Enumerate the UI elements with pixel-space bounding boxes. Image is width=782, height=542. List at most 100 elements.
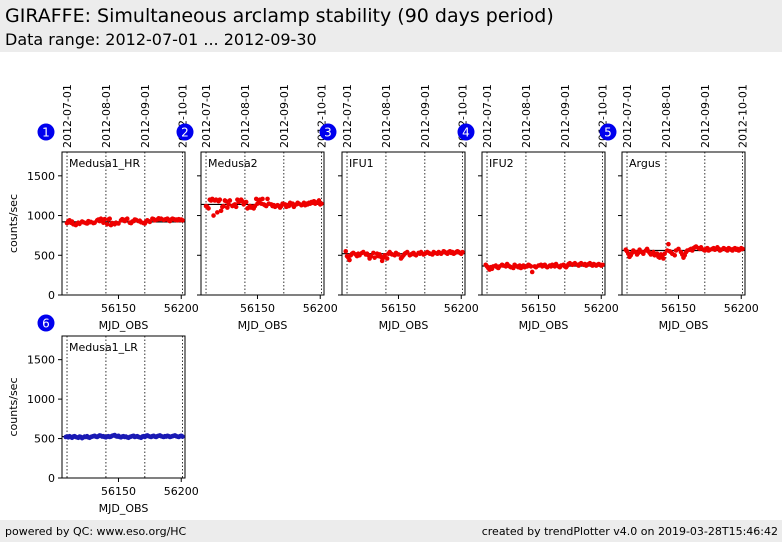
date-tick-label: 2012-09-01 xyxy=(278,84,291,148)
panel-badge-number: 4 xyxy=(462,126,470,140)
date-tick-label: 2012-07-01 xyxy=(341,84,354,148)
x-tick-label: 56200 xyxy=(303,302,338,315)
data-point xyxy=(662,251,667,256)
data-point xyxy=(233,204,239,210)
data-point xyxy=(600,262,605,268)
data-point xyxy=(101,220,106,226)
data-point xyxy=(384,256,390,261)
date-tick-label: 2012-09-01 xyxy=(139,84,152,148)
date-tick-label: 2012-08-01 xyxy=(520,84,533,148)
y-tick-label: 0 xyxy=(48,289,55,302)
data-point xyxy=(211,213,216,218)
data-point xyxy=(528,264,534,269)
data-point xyxy=(147,219,153,225)
data-point xyxy=(319,201,324,206)
chart-panel-6: 0 500 1000 1500 56150 56200 MJD_OBS counts/sec M… xyxy=(7,314,199,515)
data-point xyxy=(672,252,678,258)
page-subtitle: Data range: 2012-07-01 ... 2012-09-30 xyxy=(5,30,317,49)
date-tick-label: 2012-09-01 xyxy=(559,84,572,148)
x-tick-label: 56200 xyxy=(164,302,199,315)
date-tick-label: 2012-07-01 xyxy=(621,84,634,148)
y-tick-label: 0 xyxy=(48,472,55,485)
panel-badge-number: 5 xyxy=(604,126,612,140)
x-axis-label: MJD_OBS xyxy=(379,319,429,332)
data-point xyxy=(116,221,121,226)
data-point xyxy=(260,196,265,202)
data-point xyxy=(368,253,374,259)
data-point xyxy=(347,257,352,263)
panel-badge xyxy=(599,123,617,141)
panel-label: IFU1 xyxy=(349,157,374,170)
x-tick-label: 56200 xyxy=(584,302,619,315)
x-tick-label: 56150 xyxy=(101,302,136,315)
panel-label: IFU2 xyxy=(489,157,514,170)
y-tick-label: 1000 xyxy=(27,393,55,406)
plot-frame xyxy=(61,151,186,296)
data-point xyxy=(227,198,233,203)
data-point xyxy=(666,241,671,247)
data-point xyxy=(243,199,249,205)
y-tick-label: 500 xyxy=(34,249,55,262)
data-point xyxy=(124,216,130,222)
data-point xyxy=(102,216,107,222)
x-axis-label: MJD_OBS xyxy=(99,319,149,332)
panel-label: Medusa1_LR xyxy=(69,341,138,354)
footer-created-by: created by trendPlotter v4.0 on 2019-03-… xyxy=(481,525,778,538)
x-tick-label: 56150 xyxy=(381,302,416,315)
date-tick-label: 2012-08-01 xyxy=(100,84,113,148)
x-tick-label: 56150 xyxy=(101,485,136,498)
data-point xyxy=(372,255,377,260)
data-point xyxy=(223,198,229,204)
x-axis-label: MJD_OBS xyxy=(659,319,709,332)
chart-panel-2: 2012-07-01 2012-08-01 2012-09-01 2012-10-01… xyxy=(176,84,338,332)
panel-badge xyxy=(319,123,337,141)
data-point xyxy=(529,269,535,275)
date-tick-label: 2012-08-01 xyxy=(239,84,252,148)
date-tick-label: 2012-07-01 xyxy=(61,84,74,148)
data-point xyxy=(316,198,322,203)
y-tick-label: 1000 xyxy=(27,210,55,223)
data-point xyxy=(218,208,224,214)
data-point xyxy=(226,202,231,207)
plot-frame xyxy=(61,335,186,479)
date-tick-label: 2012-07-01 xyxy=(481,84,494,148)
panel-badge xyxy=(457,123,475,141)
plot-frame xyxy=(621,151,746,296)
plot-frame xyxy=(200,151,325,296)
panel-badge-number: 2 xyxy=(181,126,189,140)
panel-badge xyxy=(176,123,194,141)
date-tick-label: 2012-09-01 xyxy=(419,84,432,148)
page-title: GIRAFFE: Simultaneous arclamp stability … xyxy=(5,5,554,27)
panel-badge xyxy=(37,123,55,141)
panel-label: Medusa1_HR xyxy=(69,157,140,170)
data-point xyxy=(661,256,666,261)
x-axis-label: MJD_OBS xyxy=(99,502,149,515)
panel-badge-number: 1 xyxy=(42,126,50,140)
header-bar: GIRAFFE: Simultaneous arclamp stability … xyxy=(0,0,782,52)
data-point xyxy=(676,246,681,252)
date-tick-label: 2012-10-01 xyxy=(736,84,749,148)
panel-label: Medusa2 xyxy=(208,157,258,170)
data-point xyxy=(215,210,220,215)
x-axis-label: MJD_OBS xyxy=(238,319,288,332)
date-tick-label: 2012-07-01 xyxy=(200,84,213,148)
x-tick-label: 56200 xyxy=(724,302,759,315)
y-tick-label: 500 xyxy=(34,433,55,446)
date-tick-label: 2012-09-01 xyxy=(699,84,712,148)
panel-badge xyxy=(37,314,55,332)
panel-badge-number: 3 xyxy=(324,126,332,140)
data-point xyxy=(460,249,465,255)
y-axis-label: counts/sec xyxy=(7,377,20,436)
data-point xyxy=(371,250,376,256)
x-tick-label: 56150 xyxy=(521,302,556,315)
chart-panel-5: 2012-07-01 2012-08-01 2012-09-01 2012-10-01… xyxy=(599,84,759,332)
y-tick-label: 1500 xyxy=(27,170,55,183)
x-tick-label: 56150 xyxy=(240,302,275,315)
x-axis-label: MJD_OBS xyxy=(519,319,569,332)
data-point xyxy=(382,252,387,258)
data-point xyxy=(217,197,223,202)
plots-canvas: 2012-07-01 2012-08-01 2012-09-01 2012-10-01… xyxy=(7,84,759,515)
chart-panel-4: 2012-07-01 2012-08-01 2012-09-01 2012-10-01… xyxy=(457,84,619,332)
data-point xyxy=(265,196,270,202)
date-tick-label: 2012-08-01 xyxy=(380,84,393,148)
